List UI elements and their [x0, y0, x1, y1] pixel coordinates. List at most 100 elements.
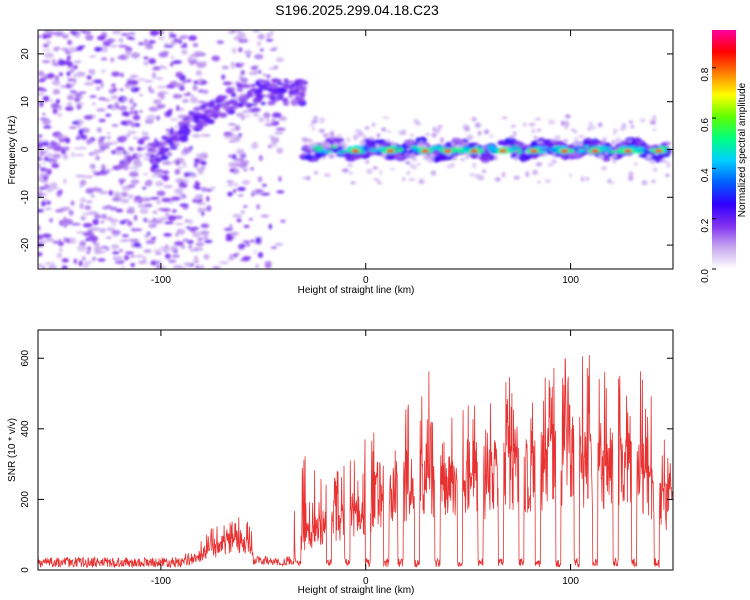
noise-patch [82, 212, 92, 216]
noise-patch [142, 186, 147, 190]
noise-patch [143, 217, 148, 223]
trace-spray [580, 176, 585, 182]
trace-core [373, 149, 381, 153]
ramp-patch [155, 153, 164, 156]
noise-patch [174, 241, 184, 246]
noise-patch [175, 159, 180, 166]
noise-patch [162, 160, 172, 166]
noise-patch [49, 140, 57, 147]
noise-patch [51, 163, 60, 169]
trace-spray [313, 115, 318, 121]
noise-patch [67, 94, 75, 101]
noise-patch [41, 60, 51, 63]
noise-patch [174, 222, 185, 226]
trace-patch [497, 140, 507, 146]
ramp-patch [258, 83, 266, 90]
noise-patch [241, 210, 245, 214]
noise-patch [86, 231, 91, 236]
noise-patch [143, 56, 149, 60]
noise-patch [101, 206, 110, 210]
noise-patch [86, 75, 92, 80]
noise-patch [228, 257, 236, 261]
noise-patch [227, 191, 233, 197]
noise-patch [133, 161, 143, 168]
trace-spray [460, 158, 465, 162]
noise-patch [238, 246, 245, 250]
noise-patch [46, 145, 56, 149]
trace-spray [416, 163, 421, 166]
noise-patch [100, 57, 108, 61]
ramp-patch [277, 79, 283, 83]
noise-patch [72, 120, 80, 125]
trace-spray [513, 175, 520, 180]
noise-patch [268, 135, 275, 138]
trace-patch [466, 142, 479, 146]
noise-patch [229, 224, 233, 229]
trace-core [409, 145, 419, 149]
noise-patch [221, 74, 226, 80]
trace-spray [419, 144, 427, 148]
noise-patch [200, 223, 210, 229]
noise-patch [179, 35, 189, 39]
spectrogram-x-ticks: -100 0 100 [151, 30, 579, 286]
noise-patch [121, 234, 129, 238]
noise-patch [48, 160, 54, 164]
noise-patch [38, 35, 43, 38]
trace-spray [649, 119, 657, 125]
noise-patch [132, 114, 141, 121]
ramp-patch [185, 128, 191, 132]
noise-patch [40, 88, 48, 92]
noise-patch [188, 55, 196, 58]
noise-patch [84, 82, 94, 86]
trace-spray [573, 130, 578, 134]
noise-patch [136, 153, 144, 158]
trace-spray [353, 136, 358, 141]
noise-patch [202, 236, 209, 240]
noise-patch [38, 209, 45, 213]
noise-patch [188, 174, 198, 178]
trace-core [362, 145, 369, 149]
noise-patch [181, 48, 188, 55]
trace-core [512, 146, 522, 150]
trace-patch [393, 152, 403, 159]
hot-spot [591, 149, 600, 153]
trace-spray [461, 142, 469, 147]
noise-patch [42, 112, 46, 116]
noise-patch [130, 228, 134, 231]
noise-patch [148, 58, 156, 65]
noise-patch [86, 138, 91, 145]
noise-patch [42, 118, 51, 126]
noise-patch [179, 108, 185, 111]
noise-patch [255, 237, 262, 243]
trace-spray [350, 181, 356, 185]
ramp-patch [269, 83, 278, 89]
noise-patch [137, 42, 145, 46]
ramp-patch [199, 104, 206, 110]
noise-patch [70, 151, 75, 158]
ramp-patch [300, 86, 308, 89]
noise-patch [233, 188, 237, 193]
noise-patch [260, 48, 264, 52]
noise-patch [99, 172, 107, 176]
trace-spray [322, 133, 330, 138]
trace-spray [484, 129, 490, 135]
noise-patch [64, 218, 73, 225]
trace-spray [318, 128, 325, 133]
noise-patch [177, 114, 186, 119]
trace-spray [323, 140, 329, 145]
noise-patch [143, 39, 148, 44]
noise-patch [210, 186, 216, 190]
trace-core [329, 145, 338, 149]
noise-patch [278, 116, 287, 121]
noise-patch [249, 167, 255, 171]
ramp-patch [158, 141, 166, 145]
trace-spray [601, 139, 606, 146]
trace-spray [373, 178, 380, 182]
trace-spray [607, 178, 612, 184]
noise-patch [117, 45, 128, 48]
trace-patch [520, 155, 527, 163]
noise-patch [230, 231, 240, 236]
noise-patch [197, 100, 206, 104]
noise-patch [143, 145, 154, 149]
trace-spray [652, 128, 657, 131]
